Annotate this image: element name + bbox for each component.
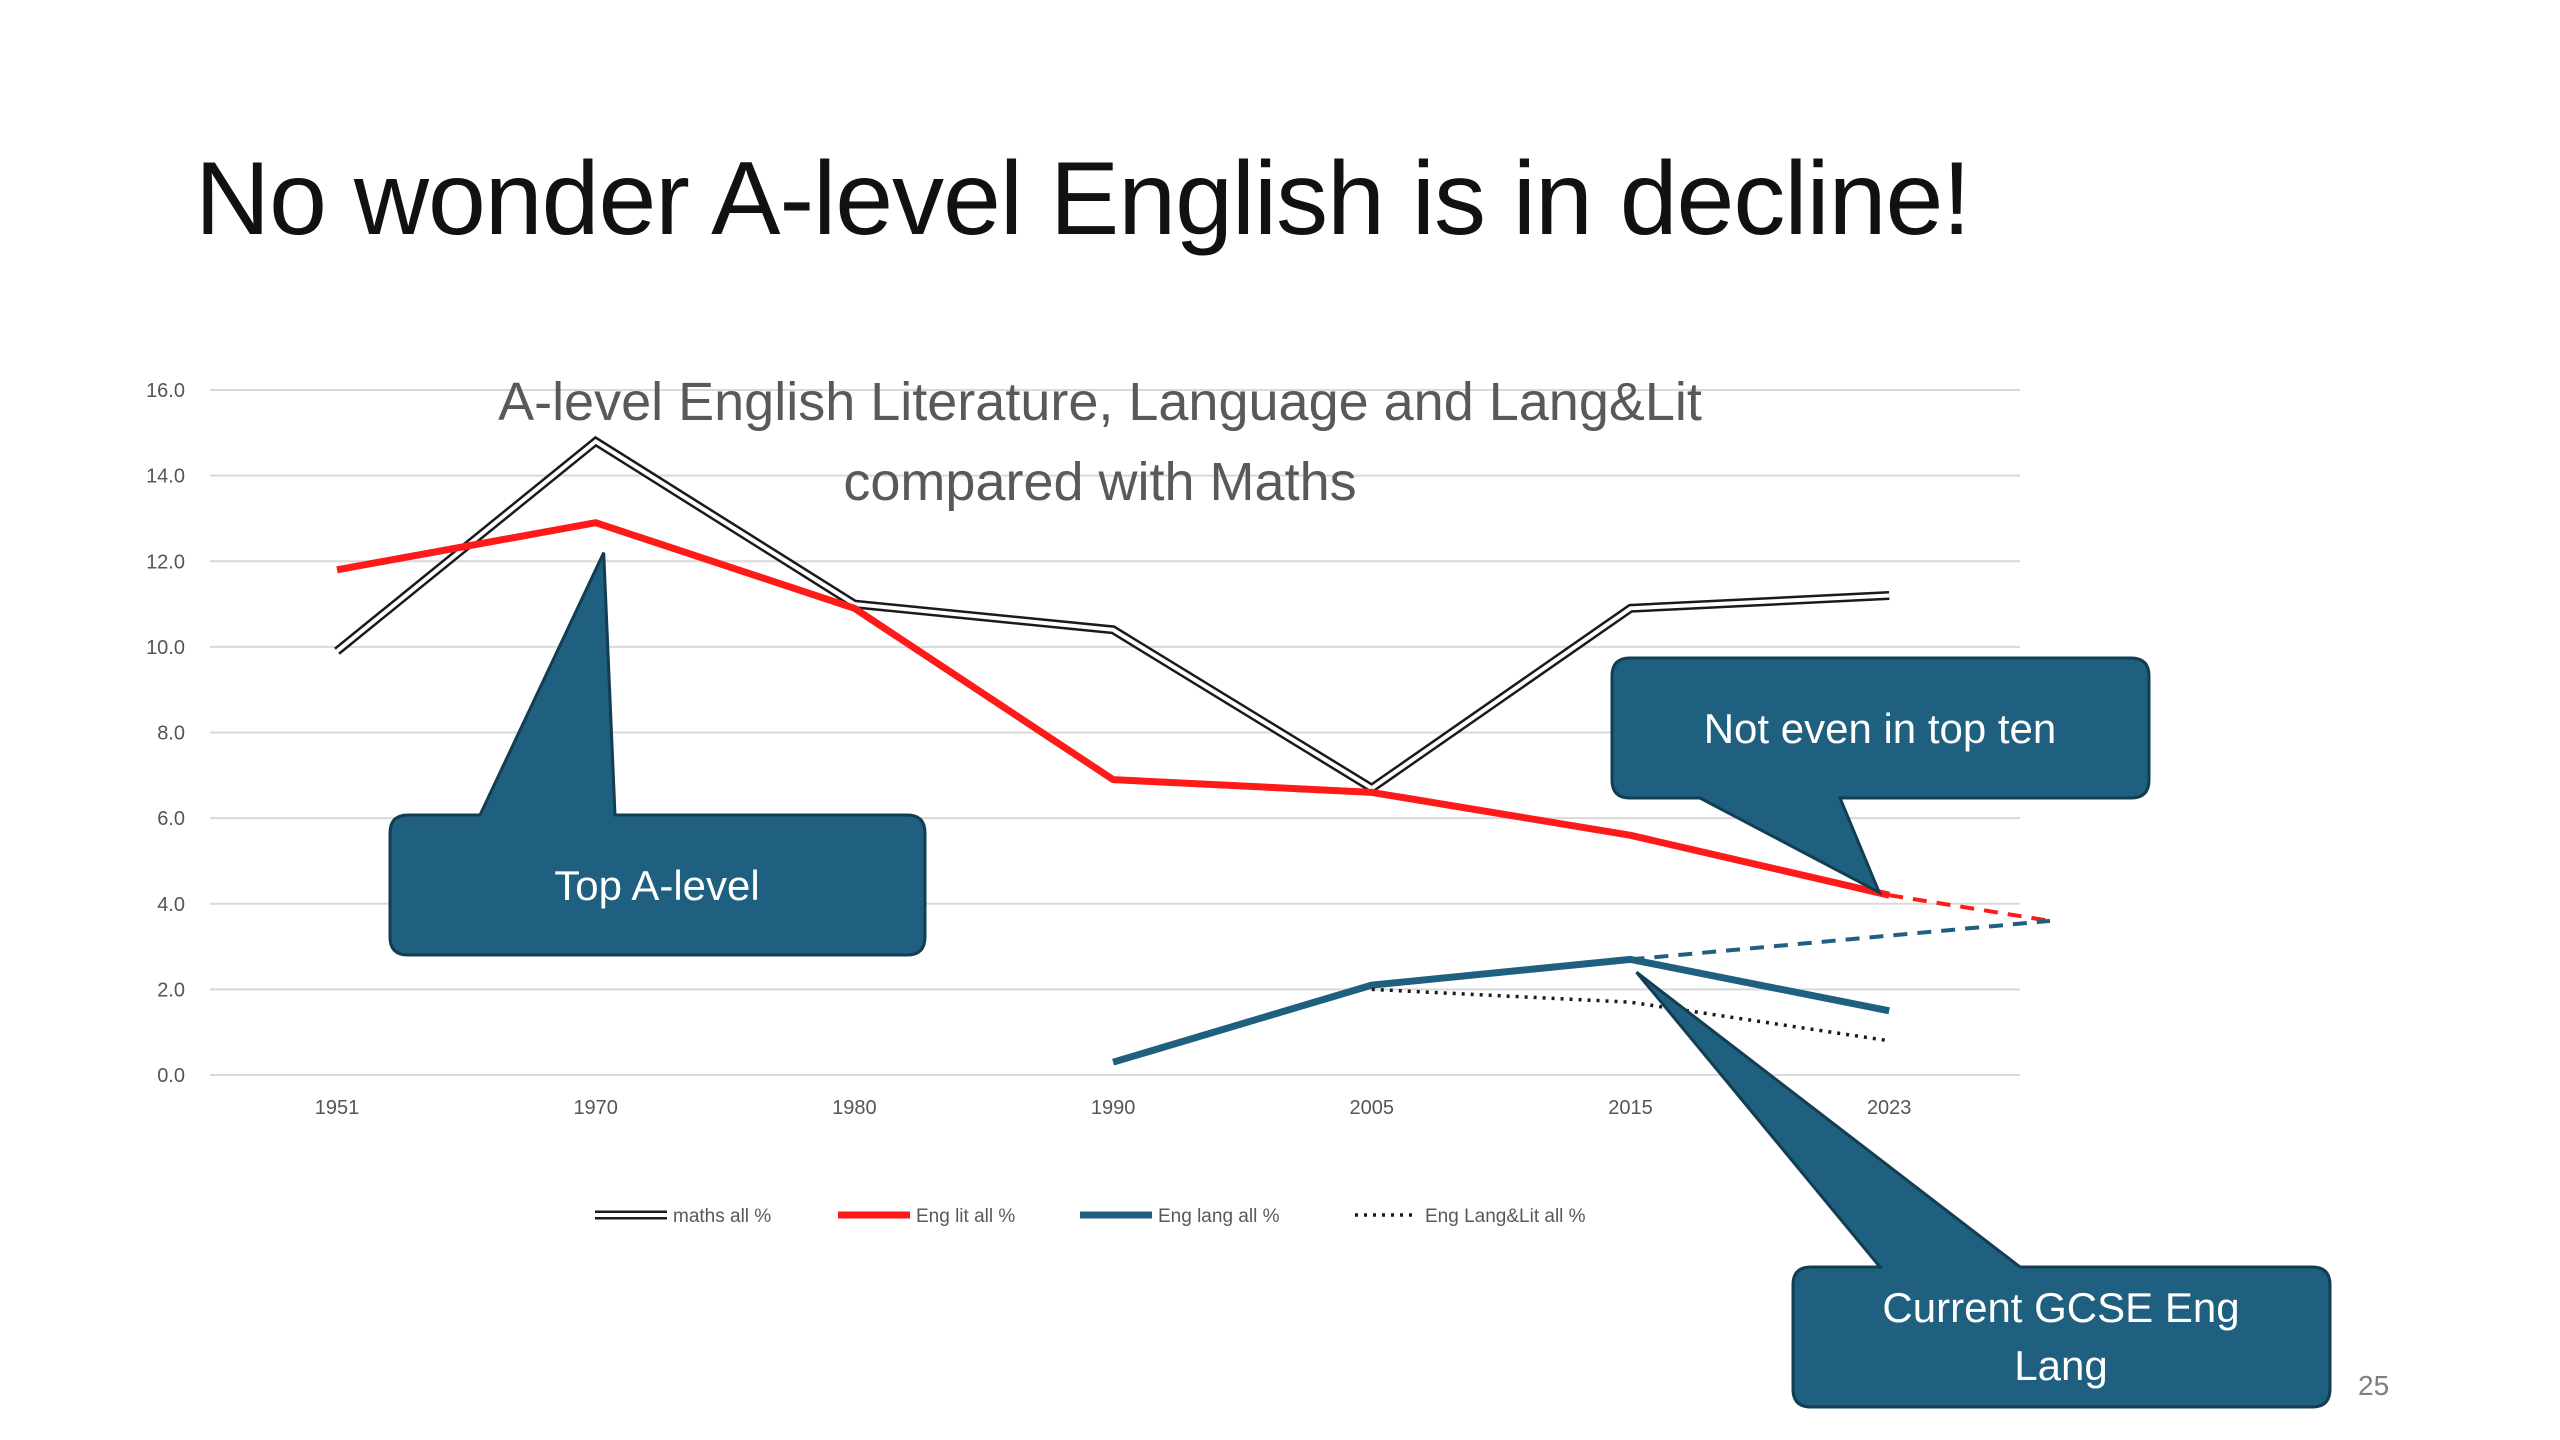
x-tick-label: 2015	[1608, 1097, 1653, 1119]
series-lines	[334, 435, 2051, 1066]
y-tick-label: 10.0	[146, 637, 185, 659]
y-axis-ticks: 0.0 2.0 4.0 6.0 8.0 10.0 12.0 14.0 16.0	[146, 380, 185, 1087]
callout-shape	[1635, 971, 2332, 1409]
x-tick-label: 2005	[1350, 1097, 1395, 1119]
legend-item: Eng lang all %	[1080, 1206, 1280, 1227]
y-tick-label: 2.0	[157, 979, 185, 1001]
legend-item: Eng lit all %	[838, 1206, 1015, 1227]
series-line-eng-lang	[1112, 955, 1890, 1066]
x-tick-label: 1990	[1091, 1097, 1136, 1119]
callout-not-top-ten: Not even in top ten	[1610, 656, 2151, 896]
series-line-eng-lit	[336, 519, 1890, 899]
x-tick-label: 2023	[1867, 1097, 1912, 1119]
x-tick-label: 1980	[832, 1097, 877, 1119]
callouts: Top A-level Not even in top ten Current GC…	[388, 552, 2332, 1409]
callout-text-line: Current GCSE Eng	[1882, 1284, 2239, 1331]
chart-title-line: A-level English Literature, Language and…	[498, 372, 1702, 432]
y-tick-label: 14.0	[146, 466, 185, 488]
y-tick-label: 8.0	[157, 723, 185, 745]
y-tick-label: 6.0	[157, 808, 185, 830]
legend-label: Eng Lang&Lit all %	[1425, 1206, 1586, 1227]
callout-shape	[1610, 656, 2151, 896]
legend: maths all % Eng lit all % Eng lang all % En…	[595, 1206, 1586, 1227]
legend-item: maths all %	[595, 1206, 771, 1227]
series-line-inner	[335, 438, 1890, 791]
callout-shape	[388, 552, 927, 957]
callout-text: Not even in top ten	[1704, 705, 2057, 752]
y-tick-label: 4.0	[157, 894, 185, 916]
legend-label: Eng lit all %	[916, 1206, 1015, 1227]
series-line-maths	[334, 435, 1890, 794]
callout-text-line: Lang	[2014, 1342, 2107, 1389]
callout-text: Top A-level	[554, 862, 759, 909]
chart-title: A-level English Literature, Language and…	[498, 372, 1702, 512]
slide-title: No wonder A-level English is in decline!	[195, 141, 1971, 257]
callout-text: Current GCSE Eng Lang	[1882, 1284, 2239, 1389]
projection-line	[1888, 893, 2051, 923]
series-line-eng-lang-lit	[1371, 987, 1890, 1043]
x-tick-label: 1970	[573, 1097, 618, 1119]
legend-label: maths all %	[673, 1206, 771, 1227]
legend-item: Eng Lang&Lit all %	[1355, 1206, 1586, 1227]
y-tick-label: 12.0	[146, 551, 185, 573]
legend-label: Eng lang all %	[1158, 1206, 1280, 1227]
callout-top-a-level: Top A-level	[388, 552, 927, 957]
callout-gcse-eng-lang: Current GCSE Eng Lang	[1635, 971, 2332, 1409]
y-tick-label: 0.0	[157, 1065, 185, 1087]
page-number: 25	[2358, 1370, 2390, 1401]
y-tick-label: 16.0	[146, 380, 185, 402]
chart-title-line: compared with Maths	[843, 452, 1356, 512]
x-axis-ticks: 1951 1970 1980 1990 2005 2015 2023	[315, 1097, 1912, 1119]
x-tick-label: 1951	[315, 1097, 360, 1119]
projection-line	[1630, 918, 2051, 962]
